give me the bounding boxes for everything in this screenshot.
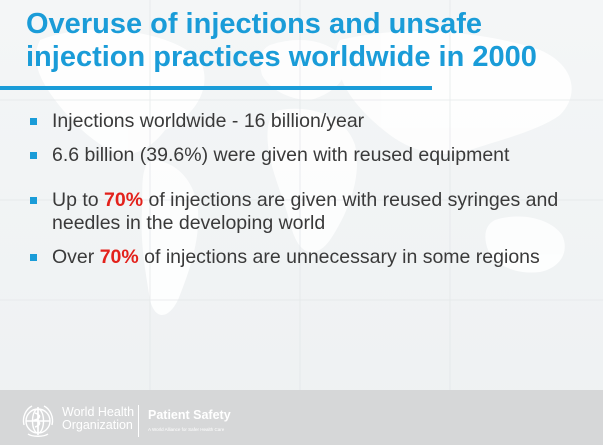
bullet-square-icon (30, 118, 37, 125)
bullet-item: Injections worldwide - 16 billion/year (30, 110, 575, 133)
bullet-item: Over 70% of injections are unnecessary i… (30, 246, 575, 269)
world-map-background (0, 0, 603, 390)
footer-divider (138, 405, 139, 437)
who-wordmark-line1: World Health (62, 405, 135, 419)
bullet-highlight: 70% (99, 246, 139, 268)
bullet-item: Up to 70% of injections are given with r… (30, 189, 575, 235)
who-wordmark: World Health Organization (62, 406, 134, 432)
who-emblem-icon (22, 405, 54, 437)
title-underline (0, 86, 432, 90)
bullet-square-icon (30, 197, 37, 204)
bullet-square-icon (30, 254, 37, 261)
bullet-text: Injections worldwide - 16 billion/year (52, 110, 365, 132)
patient-safety-title: Patient Safety (148, 408, 231, 422)
bullet-text-after: of injections are unnecessary in some re… (138, 246, 540, 268)
slide-title: Overuse of injections and unsafe injecti… (26, 8, 537, 73)
bullet-text-before: Up to (52, 189, 105, 211)
who-wordmark-line2: Organization (62, 418, 133, 432)
patient-safety-subtitle: A World Alliance for Safer Health Care (148, 427, 225, 432)
footer-bar (0, 390, 603, 445)
bullet-text-before: Over (52, 246, 100, 268)
bullet-text: 6.6 billion (39.6%) were given with reus… (52, 144, 510, 166)
bullet-square-icon (30, 152, 37, 159)
bullet-text-after: of injections are given with reused syri… (52, 189, 559, 234)
bullet-item: 6.6 billion (39.6%) were given with reus… (30, 144, 575, 167)
bullet-highlight: 70% (104, 189, 144, 211)
bullet-list: Injections worldwide - 16 billion/year 6… (30, 110, 575, 269)
